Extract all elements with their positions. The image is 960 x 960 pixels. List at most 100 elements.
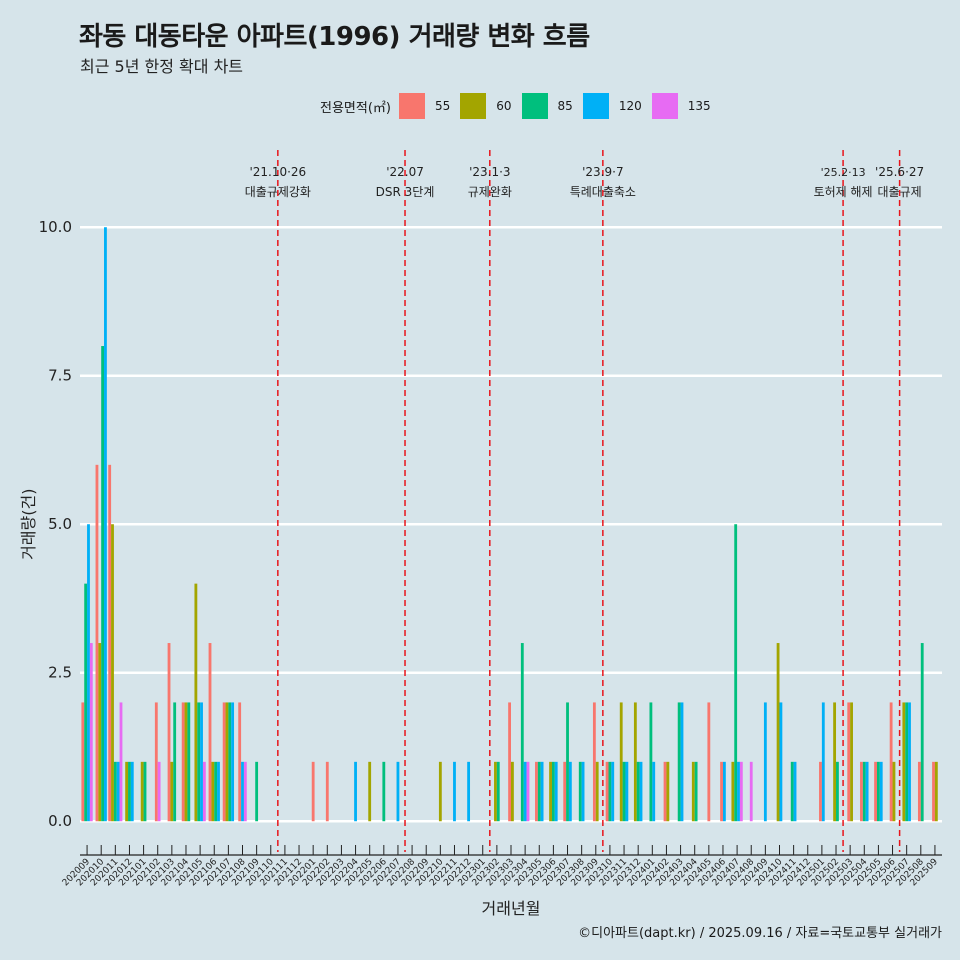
bar-120-202105: [200, 702, 203, 822]
bar-60-202103: [170, 761, 174, 822]
bar-85-202101: [143, 761, 147, 822]
bar-120-202505: [879, 761, 883, 822]
legend-item-135: 135: [651, 93, 711, 119]
bar-60-202404: [691, 761, 695, 822]
bar-85-202011: [113, 761, 117, 822]
bar-85-202308: [578, 761, 582, 822]
bar-85-202009: [84, 583, 88, 822]
bar-55-202309: [592, 702, 596, 822]
bar-55-202104: [181, 702, 185, 822]
bar-85-202311: [622, 761, 626, 822]
bar-60-202107: [225, 702, 229, 822]
bar-135-202108: [243, 761, 247, 822]
bar-85-202502: [836, 761, 839, 822]
bar-85-202304: [520, 643, 524, 822]
bar-55-202406: [720, 761, 723, 822]
bar-120-202411: [793, 761, 797, 822]
bar-55-202307: [563, 761, 567, 822]
y-tick-label: 5.0: [48, 515, 72, 533]
bar-120-202212: [467, 761, 471, 822]
bar-85-202106: [214, 761, 218, 822]
bar-60-202306: [549, 761, 552, 822]
legend-swatch-135: [651, 93, 678, 119]
bar-55-202503: [847, 702, 851, 822]
bar-60-202106: [211, 761, 215, 822]
bar-120-202310: [611, 761, 615, 822]
bar-55-202509: [932, 761, 935, 822]
bar-120-202406: [722, 761, 726, 822]
event-date-label: '21.10·26: [249, 165, 306, 179]
bar-85-202109: [255, 761, 259, 822]
bar-85-202105: [197, 702, 201, 822]
bar-55-202402: [663, 761, 667, 822]
bar-55-202108: [238, 702, 242, 822]
bar-55-202508: [917, 761, 921, 822]
legend-label-60: 60: [496, 99, 512, 113]
event-date-label: '25.6·27: [875, 165, 924, 179]
bar-55-202504: [860, 761, 863, 822]
bar-135-202304: [526, 761, 530, 822]
bar-55-202303: [508, 702, 511, 822]
event-text-label: 대출규제강화: [245, 185, 311, 199]
legend-label-85: 85: [557, 99, 573, 113]
bar-85-202302: [496, 761, 500, 822]
bar-85-202312: [636, 761, 640, 822]
y-axis-title: 거래량(건): [19, 489, 38, 560]
bar-120-202010: [104, 227, 107, 822]
bar-55-202009: [81, 702, 85, 822]
bar-120-202012: [130, 761, 134, 822]
event-date-label: '22.07: [386, 165, 424, 179]
bar-55-202010: [95, 464, 99, 822]
legend-item-55: 55: [398, 93, 450, 119]
source-caption: ©디아파트(dapt.kr) / 2025.09.16 / 자료=국토교통부 실…: [578, 926, 942, 941]
bar-85-202411: [790, 761, 794, 822]
bar-120-202204: [354, 761, 357, 822]
bar-55-202107: [222, 702, 226, 822]
bar-120-202107: [231, 702, 235, 822]
bar-120-202410: [779, 702, 783, 822]
bar-60-202509: [934, 761, 938, 822]
legend-swatch-120: [582, 93, 609, 119]
bar-120-202306: [554, 761, 558, 822]
bar-120-202011: [116, 761, 120, 822]
bar-120-202407: [737, 761, 740, 822]
bar-60-202503: [850, 702, 853, 822]
legend-swatch-85: [521, 93, 548, 119]
bar-120-202401: [652, 761, 656, 822]
event-text-label: 대출규제: [878, 185, 922, 199]
bar-120-202108: [241, 761, 244, 822]
bar-85-202504: [862, 761, 866, 822]
bar-60-202402: [666, 761, 670, 822]
bar-60-202210: [438, 761, 442, 822]
bar-55-202405: [707, 702, 711, 822]
bar-120-202211: [453, 761, 456, 822]
x-axis-title: 거래년월: [482, 899, 541, 918]
bar-60-202101: [140, 761, 144, 822]
event-text-label: DSR 3단계: [376, 185, 435, 199]
bar-85-202310: [608, 761, 612, 822]
bar-120-202106: [217, 761, 220, 822]
event-date-label: '23.1·3: [469, 165, 510, 179]
bar-120-202307: [568, 761, 572, 822]
bar-60-202309: [595, 761, 599, 822]
bar-60-202205: [368, 761, 372, 822]
bar-55-202501: [819, 761, 822, 822]
event-date-label: '23.9·7: [582, 165, 623, 179]
bar-60-202407: [731, 761, 735, 822]
event-date-label: '25.2·13: [821, 166, 866, 179]
bar-60-202104: [184, 702, 188, 822]
bar-60-202010: [98, 643, 102, 822]
bar-120-202312: [639, 761, 643, 822]
bar-55-202106: [208, 643, 212, 822]
bar-120-202305: [540, 761, 544, 822]
bar-120-202507: [908, 702, 911, 822]
event-text-label: 특례대출축소: [570, 185, 636, 199]
bar-85-202401: [649, 702, 653, 822]
bar-60-202105: [194, 583, 198, 822]
bar-55-202305: [535, 761, 538, 822]
legend-label-120: 120: [618, 99, 642, 113]
bar-55-202505: [874, 761, 877, 822]
bar-85-202508: [920, 643, 924, 822]
bar-135-202102: [157, 761, 161, 822]
